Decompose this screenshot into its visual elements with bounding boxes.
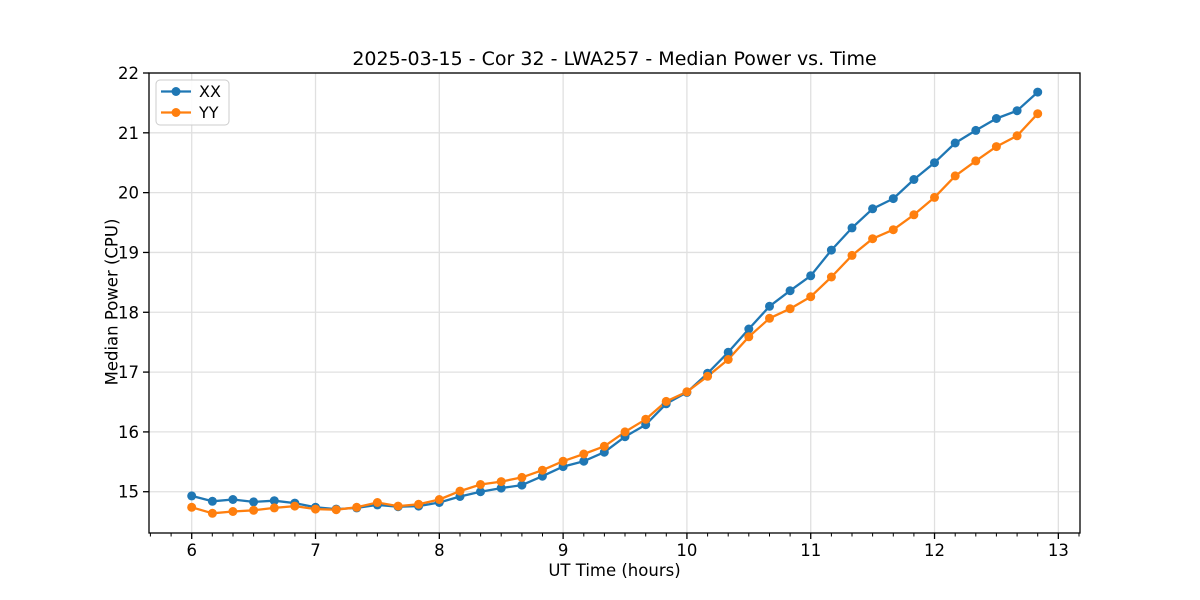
- data-point-XX-32: [847, 223, 857, 233]
- data-point-YY-38: [971, 156, 981, 166]
- legend-marker-XX: [171, 87, 181, 96]
- x-tick-label-7: 7: [310, 541, 321, 560]
- x-tick-label-13: 13: [1048, 541, 1069, 560]
- data-point-XX-35: [909, 175, 919, 184]
- data-point-YY-28: [765, 313, 774, 323]
- data-point-XX-33: [868, 204, 878, 214]
- data-point-YY-25: [703, 371, 713, 381]
- data-point-YY-29: [785, 304, 795, 314]
- data-point-XX-28: [765, 301, 774, 311]
- data-point-YY-8: [352, 502, 362, 512]
- data-point-YY-41: [1033, 109, 1043, 119]
- y-tick-label-21: 21: [118, 124, 139, 143]
- data-point-XX-36: [930, 158, 939, 168]
- legend-label-YY: YY: [198, 103, 219, 122]
- data-point-YY-4: [269, 503, 279, 513]
- y-tick-label-15: 15: [118, 483, 139, 502]
- data-point-YY-7: [331, 505, 341, 515]
- data-point-YY-27: [744, 332, 754, 342]
- x-axis-label: UT Time (hours): [548, 561, 681, 580]
- data-point-XX-0: [187, 491, 197, 501]
- data-point-YY-14: [476, 480, 485, 489]
- data-point-XX-14: [476, 487, 485, 497]
- x-tick-label-6: 6: [186, 541, 197, 560]
- data-point-YY-30: [806, 292, 816, 302]
- y-tick-label-18: 18: [118, 303, 139, 322]
- y-tick-label-20: 20: [118, 184, 139, 203]
- data-point-YY-33: [868, 234, 878, 244]
- data-point-XX-26: [723, 347, 733, 357]
- data-point-YY-20: [599, 441, 609, 451]
- data-point-XX-34: [888, 194, 898, 204]
- data-point-XX-40: [1012, 106, 1022, 116]
- data-point-XX-30: [806, 271, 816, 281]
- chart-title: 2025-03-15 - Cor 32 - LWA257 - Median Po…: [352, 48, 877, 70]
- data-point-YY-13: [455, 486, 465, 496]
- data-point-XX-15: [496, 483, 506, 493]
- data-point-YY-9: [372, 498, 382, 507]
- y-tick-label-16: 16: [118, 423, 139, 442]
- data-point-YY-1: [207, 508, 217, 518]
- data-point-XX-31: [826, 245, 836, 255]
- data-point-YY-23: [661, 396, 671, 406]
- data-point-XX-19: [579, 456, 589, 466]
- data-point-YY-36: [930, 192, 939, 202]
- data-point-YY-22: [641, 414, 651, 424]
- data-point-YY-35: [909, 210, 919, 220]
- x-tick-label-12: 12: [924, 541, 945, 560]
- series-line-XX: [190, 90, 1039, 511]
- data-point-XX-1: [207, 496, 217, 506]
- series-line-YY: [190, 112, 1039, 515]
- data-point-YY-10: [393, 501, 403, 511]
- data-point-XX-4: [269, 496, 279, 506]
- data-point-YY-26: [723, 355, 733, 364]
- data-point-YY-32: [847, 250, 857, 260]
- data-point-YY-0: [187, 502, 197, 512]
- data-point-XX-38: [971, 125, 981, 135]
- plot-frame: [148, 72, 1081, 534]
- data-point-YY-11: [414, 499, 424, 509]
- data-point-XX-41: [1033, 87, 1043, 97]
- data-point-YY-6: [311, 504, 320, 514]
- data-point-YY-34: [888, 225, 898, 235]
- data-point-XX-27: [744, 324, 754, 334]
- data-point-YY-5: [290, 501, 300, 511]
- data-point-XX-2: [228, 495, 238, 504]
- data-point-YY-3: [249, 505, 259, 515]
- y-tick-label-17: 17: [118, 363, 139, 382]
- data-point-YY-37: [950, 171, 960, 181]
- x-tick-label-8: 8: [434, 541, 445, 560]
- legend-label-XX: XX: [199, 82, 221, 101]
- data-point-XX-3: [249, 497, 259, 507]
- data-point-YY-19: [579, 449, 589, 459]
- data-point-YY-2: [228, 507, 238, 516]
- data-point-XX-37: [950, 138, 960, 148]
- data-point-YY-17: [537, 465, 547, 475]
- data-point-YY-16: [517, 472, 527, 482]
- data-point-YY-15: [496, 477, 506, 487]
- data-point-YY-31: [826, 272, 836, 282]
- data-point-YY-18: [558, 456, 568, 466]
- y-axis-label-text: Median Power (CPU): [102, 218, 122, 386]
- legend-marker-YY: [171, 108, 181, 117]
- data-point-YY-39: [991, 142, 1001, 152]
- y-tick-label-19: 19: [118, 243, 139, 262]
- data-point-YY-12: [434, 495, 444, 504]
- data-point-YY-40: [1012, 131, 1022, 141]
- data-point-YY-21: [620, 427, 630, 437]
- data-point-YY-24: [682, 387, 692, 397]
- x-tick-label-10: 10: [676, 541, 697, 560]
- data-point-XX-16: [517, 480, 527, 490]
- y-tick-label-22: 22: [118, 64, 139, 83]
- data-point-XX-39: [991, 114, 1001, 123]
- data-point-XX-29: [785, 286, 795, 296]
- x-tick-label-11: 11: [800, 541, 821, 560]
- x-tick-label-9: 9: [558, 541, 569, 560]
